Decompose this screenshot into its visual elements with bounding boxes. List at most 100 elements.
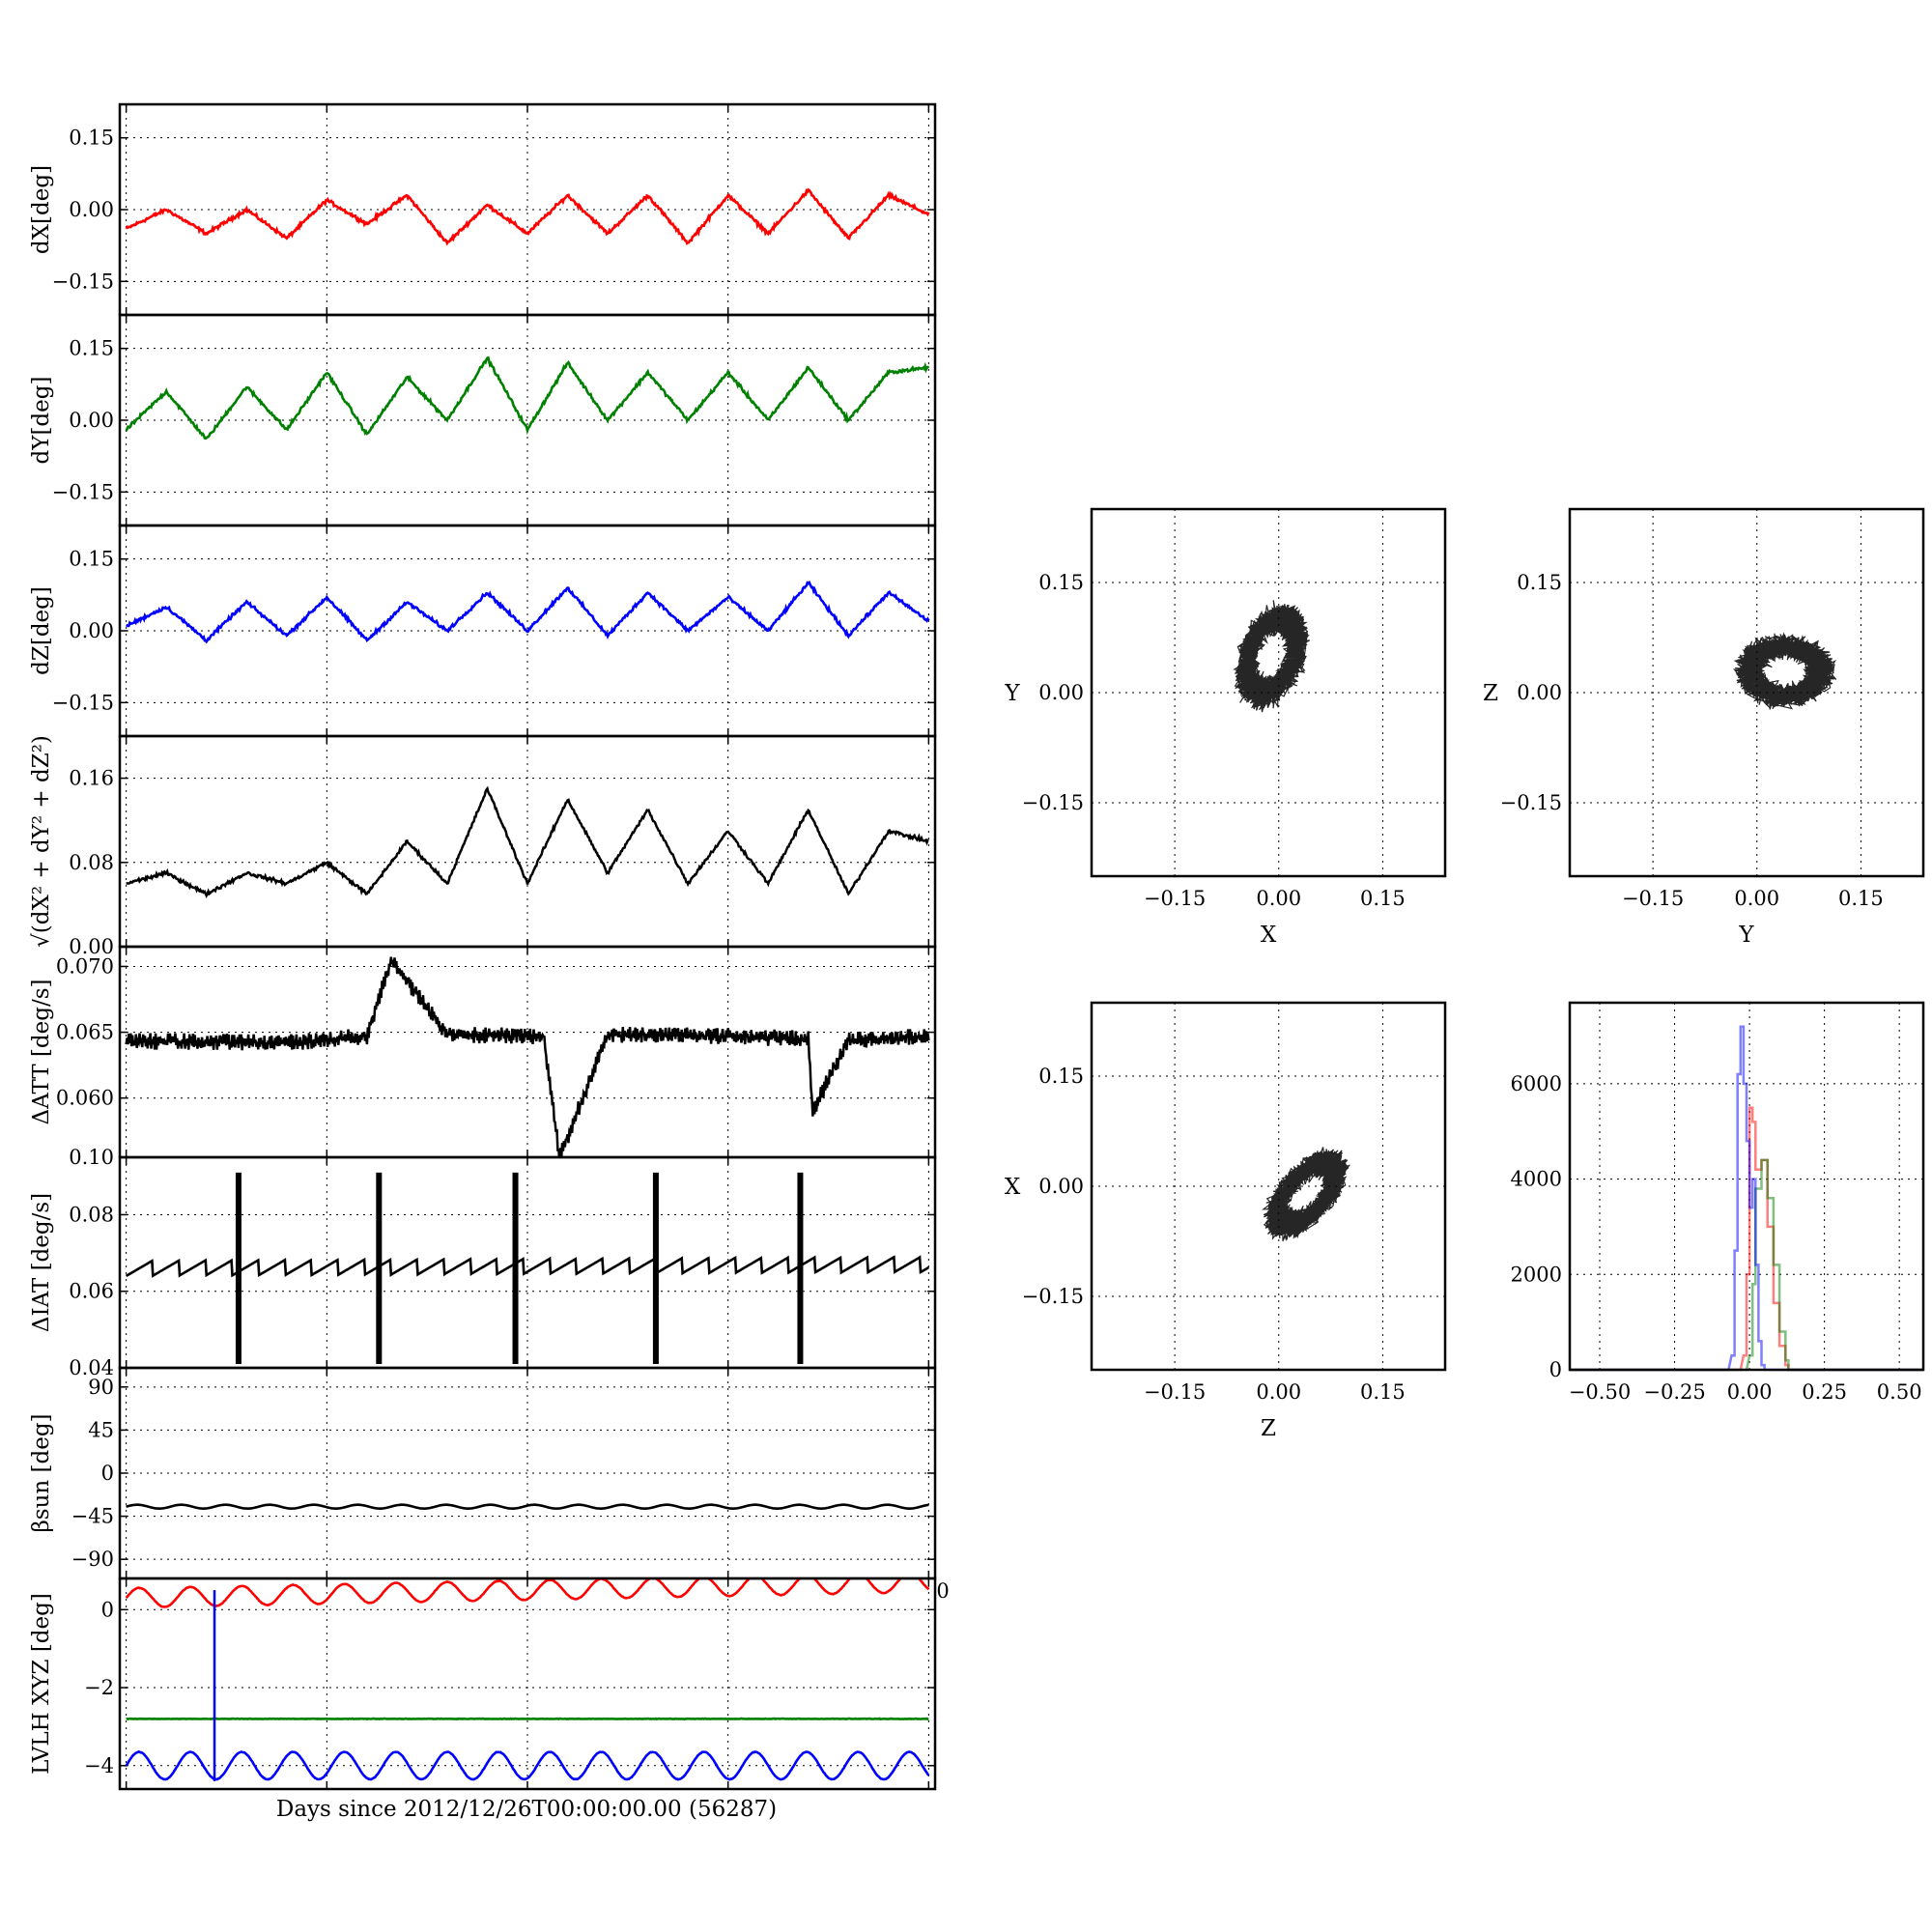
y-tick-label: 0 [101, 1598, 114, 1621]
panel-frame [118, 1577, 937, 1791]
panel-frame [1568, 1001, 1925, 1372]
y-axis-label: ΔATT [deg/s] [29, 980, 54, 1125]
y-tick-label: −2 [84, 1676, 114, 1699]
y-tick-label: 2000 [1511, 1263, 1562, 1286]
x-tick-label: 0.00 [1256, 1380, 1301, 1404]
x-tick-label: −0.15 [1144, 887, 1206, 910]
panel-7: −90 −45 0 45 90 βsun [deg] [29, 1366, 937, 1580]
spike [235, 1172, 242, 1365]
y-tick-label: 6000 [1511, 1072, 1562, 1095]
y-tick-label: −0.15 [52, 270, 114, 293]
x-axis-label: Z [1261, 1416, 1276, 1441]
y-tick-label: 0.065 [56, 1021, 114, 1044]
x-tick-label: 0.00 [1256, 887, 1301, 910]
scatter-panel-3: −0.15 −0.15 0.00 0.00 0.15 0.15 Z X [1005, 1001, 1447, 1441]
y-tick-label: 4000 [1511, 1168, 1562, 1191]
y-axis-label: βsun [deg] [29, 1413, 54, 1532]
y-tick-label: 0.00 [69, 935, 114, 958]
histogram-series [1570, 1025, 1923, 1372]
series-group [125, 355, 930, 440]
y-tick-label: −0.15 [1022, 791, 1084, 814]
x-tick-label: −0.25 [1643, 1380, 1705, 1404]
x-tick-label: 0.15 [1360, 1380, 1406, 1404]
series-group [125, 1172, 929, 1365]
x-axis-label: Days since 2012/12/26T00:00:00.00 (56287… [276, 1797, 777, 1822]
panel-2: −0.15 0.00 0.15 dY[deg] [29, 313, 937, 527]
panel-8: −4 −2 0 LVLH XYZ [deg] 0 [29, 1577, 950, 1791]
spike [652, 1172, 659, 1365]
y-tick-label: −0.15 [1500, 791, 1562, 814]
panel-frame [118, 945, 937, 1159]
y-axis-label: √(dX² + dY² + dZ²) [29, 735, 54, 948]
y-tick-label: 0.00 [69, 619, 114, 642]
x-axis-label: X [1261, 923, 1277, 948]
y-tick-label: 0.060 [56, 1087, 114, 1110]
series-line [125, 355, 930, 440]
x-tick-label: 0.15 [1360, 887, 1406, 910]
y-tick-label: −45 [71, 1505, 114, 1528]
series-line [125, 1578, 930, 1608]
histogram-series [1570, 1158, 1923, 1372]
y-tick-label: 0.06 [69, 1280, 114, 1303]
series-line [125, 1255, 929, 1278]
panel-frame [1568, 507, 1925, 878]
y-tick-label: 0.00 [69, 409, 114, 432]
y-tick-label: 0.00 [1038, 681, 1084, 704]
y-tick-label: 0.00 [69, 198, 114, 221]
x-axis-label: Y [1738, 923, 1754, 948]
y-tick-label: 0.10 [69, 1146, 114, 1169]
panel-4: 0.00 0.08 0.16 √(dX² + dY² + dZ²) [29, 734, 937, 958]
histogram-panel: −0.50 −0.25 0.00 0.25 0.50 0 2000 4000 6000 [1511, 1001, 1925, 1404]
panel-frame [1090, 507, 1447, 878]
panel-6: 0.04 0.06 0.08 ΔIAT [deg/s] [29, 1155, 937, 1379]
y-axis-label: X [1005, 1175, 1021, 1200]
y-tick-label: 0.00 [1038, 1175, 1084, 1198]
panel-frame [118, 1155, 937, 1370]
spike [376, 1172, 383, 1365]
y-tick-label: 0.070 [56, 954, 114, 978]
x-tick-label: 0.25 [1802, 1380, 1847, 1404]
y-tick-label: 0.08 [69, 1203, 114, 1226]
series-line [126, 785, 929, 898]
histogram-series [1570, 1106, 1923, 1372]
y-tick-label: 0 [101, 1462, 114, 1485]
y-tick-label: −0.15 [52, 480, 114, 503]
y-tick-label: 0.15 [69, 337, 114, 360]
y-tick-label: 0.15 [1038, 1065, 1084, 1088]
y-tick-label: 45 [88, 1418, 114, 1441]
series-group [126, 580, 930, 644]
scatter-trace [1233, 600, 1310, 713]
y-tick-label: 0.15 [69, 127, 114, 150]
scatter-panel-2: −0.15 −0.15 0.00 0.00 0.15 0.15 Y Z [1483, 507, 1925, 948]
y-axis-label: dX[deg] [29, 165, 54, 254]
y-tick-label: −0.15 [1022, 1285, 1084, 1308]
x-tick-label: −0.15 [1144, 1380, 1206, 1404]
x-tick-label: 0.15 [1838, 887, 1884, 910]
edge-label: 0 [936, 1579, 949, 1603]
series-line [125, 1749, 930, 1781]
y-tick-label: −0.15 [52, 691, 114, 714]
series-group [126, 1503, 929, 1510]
y-tick-label: 0.15 [1038, 571, 1084, 594]
y-tick-label: 0.15 [69, 548, 114, 571]
x-tick-label: 0.50 [1877, 1380, 1922, 1404]
y-tick-label: 90 [88, 1376, 114, 1399]
spike [512, 1172, 519, 1365]
y-axis-label: Y [1004, 681, 1020, 706]
scatter-trace [1732, 632, 1837, 710]
series-line [126, 580, 930, 644]
y-tick-label: 0.15 [1517, 571, 1562, 594]
y-tick-label: 0.04 [69, 1356, 114, 1379]
x-tick-label: −0.50 [1569, 1380, 1631, 1404]
y-tick-label: −90 [71, 1548, 114, 1571]
x-tick-label: 0.00 [1727, 1380, 1773, 1404]
y-tick-label: 0.08 [69, 851, 114, 874]
series-line [125, 187, 930, 246]
y-axis-label: dZ[deg] [29, 586, 54, 675]
series-group [125, 187, 930, 246]
y-axis-label: ΔIAT [deg/s] [29, 1193, 54, 1332]
panel-frame [1090, 1001, 1447, 1372]
panel-1: −0.15 0.00 0.15 dX[deg] [29, 102, 937, 317]
x-tick-label: −0.15 [1622, 887, 1684, 910]
